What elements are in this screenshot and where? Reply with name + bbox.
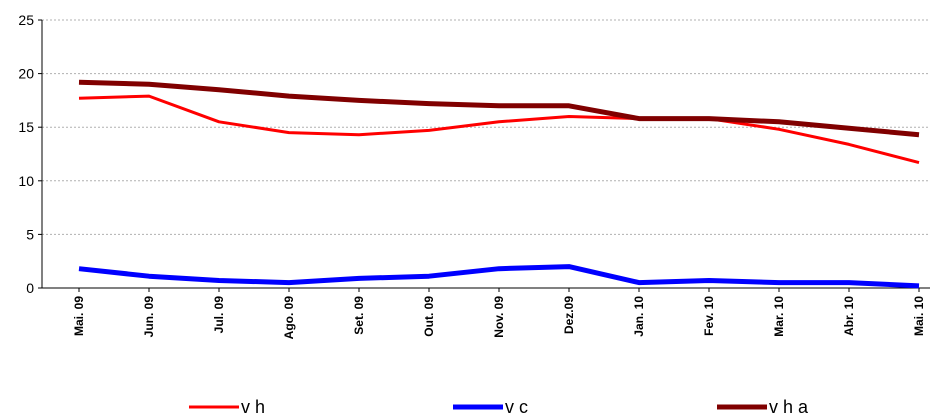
series-line-v-h xyxy=(78,94,920,165)
x-tick-label: Nov. 09 xyxy=(492,296,506,338)
x-tick-label: Jan. 10 xyxy=(632,296,646,337)
y-tick-label: 15 xyxy=(18,119,34,135)
x-tick-label: Set. 09 xyxy=(352,296,366,335)
y-tick-label: 10 xyxy=(18,173,34,189)
axes xyxy=(41,20,930,289)
y-tick-label: 25 xyxy=(18,12,34,28)
y-tick-label: 20 xyxy=(18,66,34,82)
y-tick-label: 0 xyxy=(26,280,34,296)
series-line-v-c xyxy=(78,264,920,289)
x-tick-label: Ago. 09 xyxy=(282,296,296,340)
y-axis-ticks: 0 5 10 15 20 25 xyxy=(18,12,42,296)
x-tick-label: Out. 09 xyxy=(422,296,436,337)
x-tick-label: Dez.09 xyxy=(562,296,576,334)
x-tick-label: Mai. 10 xyxy=(912,296,926,336)
x-tick-label: Abr. 10 xyxy=(842,296,856,336)
x-tick-label: Mai. 09 xyxy=(72,296,86,336)
x-tick-label: Jul. 09 xyxy=(212,296,226,334)
series-line-v-h-a xyxy=(78,79,920,138)
legend-label: v h xyxy=(241,397,265,417)
series-lines xyxy=(78,79,920,289)
y-tick-label: 5 xyxy=(26,226,34,242)
x-tick-label: Jun. 09 xyxy=(142,296,156,338)
gridlines xyxy=(42,19,930,235)
legend-label: v h a xyxy=(769,397,809,417)
x-tick-label: Fev. 10 xyxy=(702,296,716,336)
legend-label: v c xyxy=(505,397,528,417)
x-axis-ticks: Mai. 09 Jun. 09 Jul. 09 Ago. 09 Set. 09 Out. … xyxy=(72,288,926,339)
x-tick-label: Mar. 10 xyxy=(772,296,786,337)
